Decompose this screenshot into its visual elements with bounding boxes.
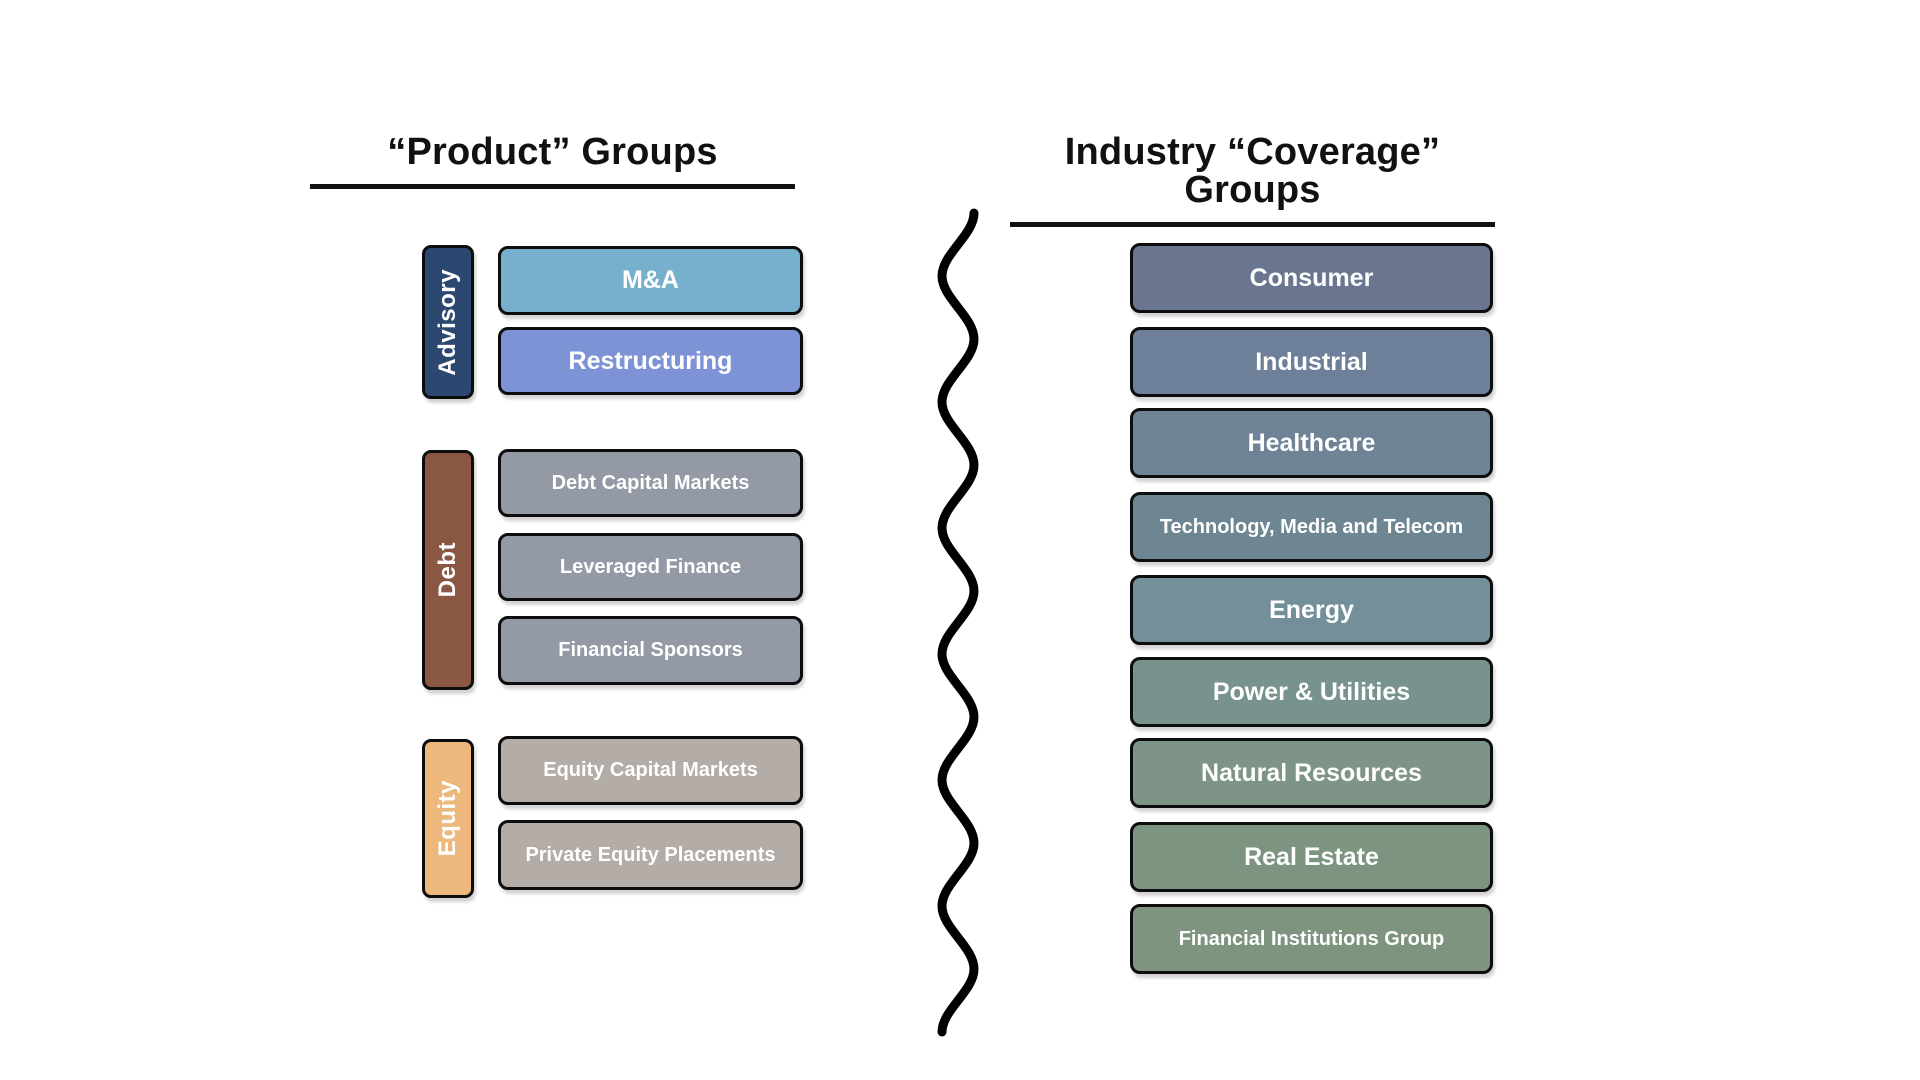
product-box-financial-sponsors: Financial Sponsors — [498, 616, 803, 685]
right-panel-title: Industry “Coverage” Groups — [1010, 133, 1495, 227]
product-box-ma-label: M&A — [622, 266, 679, 294]
coverage-box-healthcare: Healthcare — [1130, 408, 1493, 478]
coverage-box-consumer: Consumer — [1130, 243, 1493, 313]
coverage-box-industrial-label: Industrial — [1255, 347, 1368, 376]
product-box-restructuring-label: Restructuring — [568, 346, 733, 375]
coverage-box-healthcare-label: Healthcare — [1247, 428, 1376, 457]
product-box-equity-capital-markets: Equity Capital Markets — [498, 736, 803, 805]
coverage-box-natural-resources: Natural Resources — [1130, 738, 1493, 808]
left-panel-title: “Product” Groups — [310, 133, 795, 189]
product-box-private-equity-placements: Private Equity Placements — [498, 820, 803, 890]
debt-group-tab: Debt — [422, 450, 474, 690]
product-box-financial-sponsors-label: Financial Sponsors — [558, 639, 743, 661]
coverage-box-energy: Energy — [1130, 575, 1493, 645]
advisory-group-tab: Advisory — [422, 245, 474, 399]
equity-group-tab-label: Equity — [434, 780, 461, 857]
coverage-box-real-estate-label: Real Estate — [1244, 842, 1379, 871]
product-box-ma: M&A — [498, 246, 803, 315]
product-box-leveraged-finance-label: Leveraged Finance — [559, 555, 742, 578]
coverage-box-industrial: Industrial — [1130, 327, 1493, 397]
coverage-box-power-utilities-label: Power & Utilities — [1212, 677, 1411, 706]
coverage-box-real-estate: Real Estate — [1130, 822, 1493, 892]
product-box-private-equity-placements-label: Private Equity Placements — [525, 843, 776, 866]
advisory-group-tab-label: Advisory — [434, 268, 461, 376]
coverage-box-energy-label: Energy — [1269, 595, 1354, 624]
coverage-box-financial-institutions-group: Financial Institutions Group — [1130, 904, 1493, 974]
wavy-divider-line — [937, 208, 979, 1037]
coverage-box-consumer-label: Consumer — [1249, 263, 1374, 292]
debt-group-tab-label: Debt — [434, 542, 461, 598]
equity-group-tab: Equity — [422, 739, 474, 898]
coverage-box-financial-institutions-group-label: Financial Institutions Group — [1178, 927, 1445, 950]
coverage-box-power-utilities: Power & Utilities — [1130, 657, 1493, 727]
product-box-leveraged-finance: Leveraged Finance — [498, 533, 803, 601]
product-box-debt-capital-markets-label: Debt Capital Markets — [551, 471, 750, 494]
coverage-box-natural-resources-label: Natural Resources — [1201, 758, 1422, 787]
coverage-box-technology-media-telecom: Technology, Media and Telecom — [1130, 492, 1493, 562]
product-box-restructuring: Restructuring — [498, 327, 803, 395]
product-box-equity-capital-markets-label: Equity Capital Markets — [543, 759, 758, 781]
product-box-debt-capital-markets: Debt Capital Markets — [498, 449, 803, 517]
coverage-box-technology-media-telecom-label: Technology, Media and Telecom — [1159, 515, 1464, 538]
